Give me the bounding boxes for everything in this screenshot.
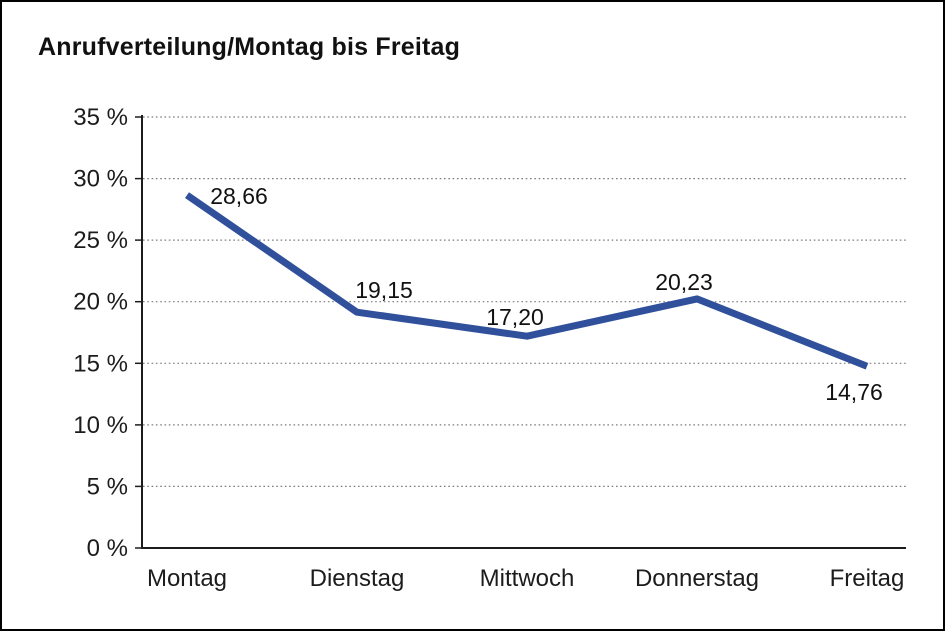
y-axis-tick-label: 20 %: [73, 289, 128, 316]
y-axis-tick-label: 0 %: [87, 535, 128, 562]
y-axis-tick-label: 35 %: [73, 104, 128, 131]
x-axis-category-label: Freitag: [830, 565, 905, 592]
x-axis-category-label: Mittwoch: [480, 565, 575, 592]
x-axis-category-label: Dienstag: [310, 565, 405, 592]
x-axis-category-label: Montag: [147, 565, 227, 592]
y-axis-tick-label: 25 %: [73, 227, 128, 254]
data-point-label: 28,66: [210, 183, 268, 209]
data-point-label: 14,76: [825, 379, 883, 405]
y-axis-tick-label: 15 %: [73, 350, 128, 377]
chart-title: Anrufverteilung/Montag bis Freitag: [38, 33, 461, 61]
y-axis-tick-label: 10 %: [73, 412, 128, 439]
y-axis-tick-label: 30 %: [73, 166, 128, 193]
data-point-label: 19,15: [355, 277, 413, 303]
data-line-series: [185, 192, 869, 370]
x-axis-category-label: Donnerstag: [635, 565, 759, 592]
data-point-label: 20,23: [655, 269, 713, 295]
data-point-label: 17,20: [486, 304, 544, 330]
y-axis-tick-label: 5 %: [87, 473, 128, 500]
